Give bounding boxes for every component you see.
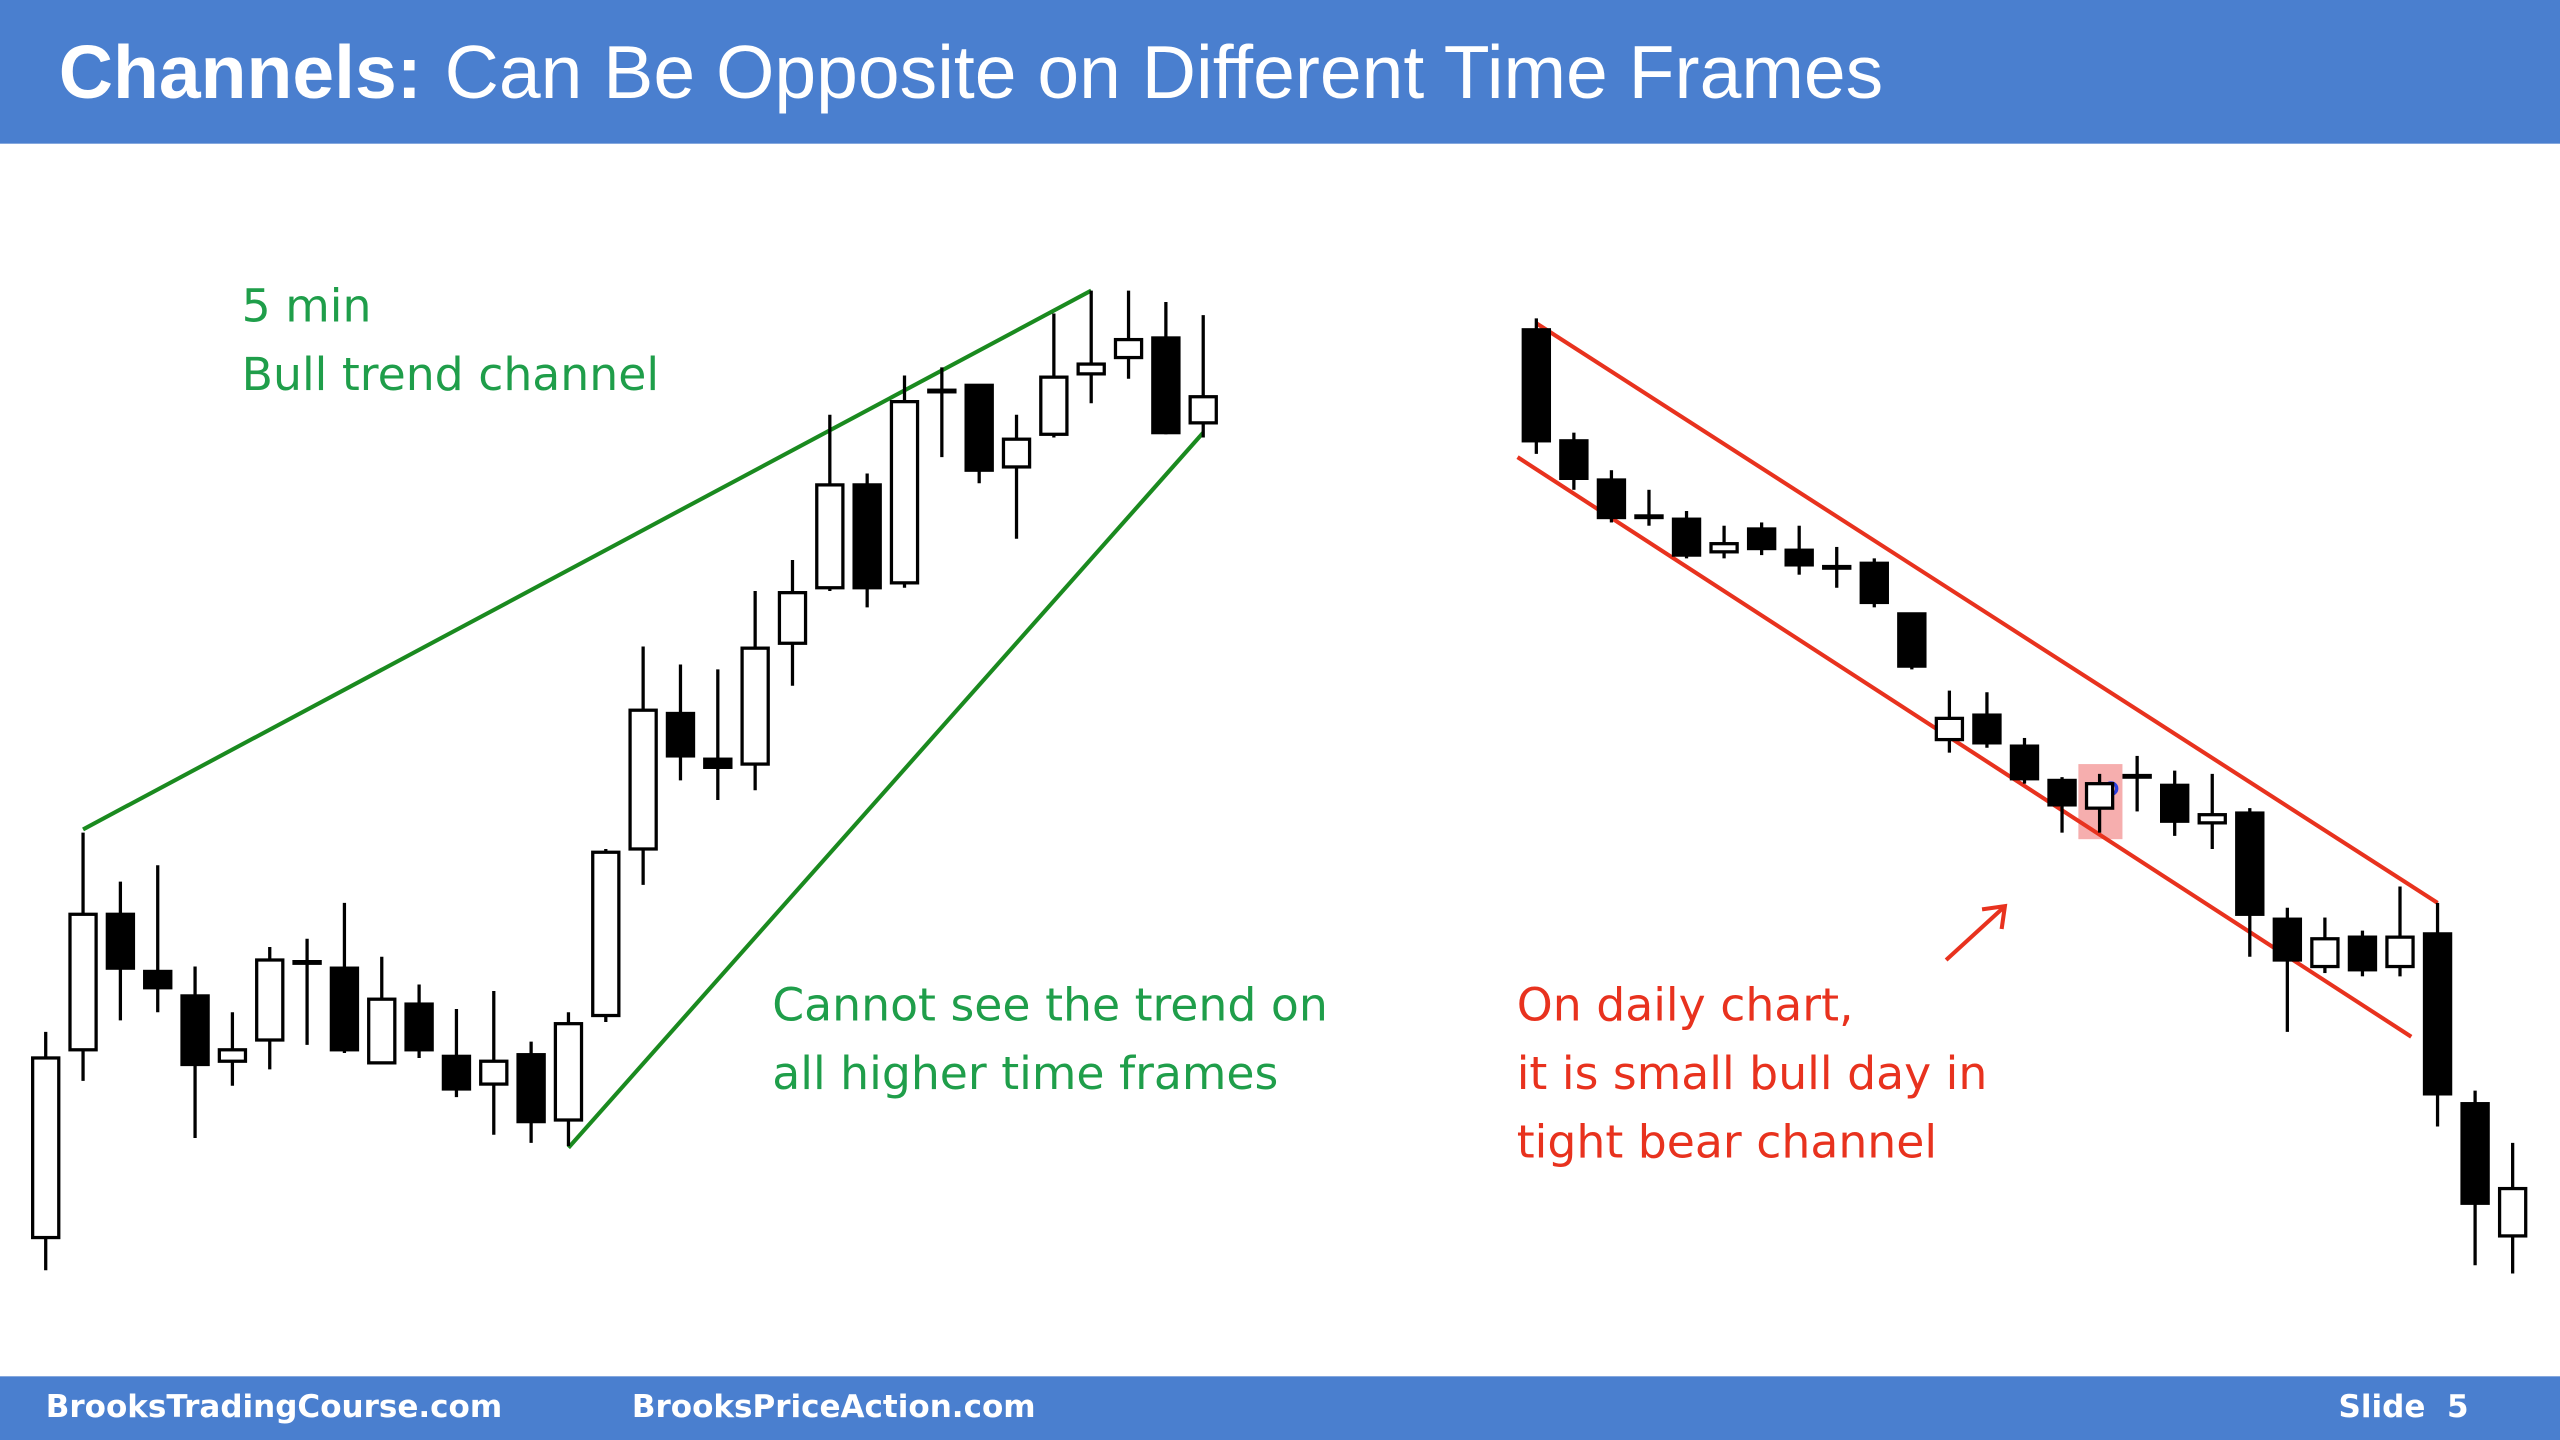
candle-body bbox=[927, 388, 957, 394]
candle-body bbox=[964, 383, 994, 472]
title-bold: Channels: bbox=[59, 30, 422, 114]
candle-body bbox=[1113, 337, 1144, 360]
candle-body bbox=[1859, 561, 1889, 605]
candle-body bbox=[2460, 1102, 2490, 1205]
candle-body bbox=[777, 591, 808, 645]
candle-body bbox=[2347, 935, 2378, 972]
channel-line bbox=[82, 288, 1093, 832]
candle-body bbox=[143, 969, 173, 990]
candle-body bbox=[889, 400, 920, 585]
footer-left: BrooksTradingCourse.com bbox=[46, 1389, 502, 1425]
candle-body bbox=[553, 1022, 584, 1122]
candle-body bbox=[1709, 542, 1739, 554]
annotation: it is small bull day in bbox=[1517, 1047, 1988, 1100]
annotation: tight bear channel bbox=[1517, 1116, 1937, 1169]
channel-line bbox=[566, 431, 1205, 1150]
candle-body bbox=[2385, 935, 2415, 969]
annotation: On daily chart, bbox=[1517, 978, 1854, 1031]
title: Channels: Can Be Opposite on Different Ti… bbox=[59, 30, 1883, 114]
candle-body bbox=[2122, 773, 2152, 779]
arrow-head bbox=[1981, 903, 2008, 930]
candle-body bbox=[2047, 778, 2077, 807]
candle-body bbox=[1934, 716, 1965, 742]
candle-body bbox=[404, 1002, 434, 1052]
footer-center: BrooksPriceAction.com bbox=[632, 1389, 1036, 1425]
candle-body bbox=[292, 960, 322, 965]
annotation: 5 min bbox=[242, 280, 372, 333]
candle-body bbox=[591, 850, 621, 1018]
candle-body bbox=[1151, 336, 1181, 435]
candle-body bbox=[2084, 782, 2115, 810]
annotation: Cannot see the trend on bbox=[772, 978, 1328, 1031]
candle-body bbox=[516, 1053, 546, 1124]
candle-body bbox=[1671, 517, 1702, 557]
candle-body bbox=[68, 912, 98, 1052]
candle-body bbox=[740, 646, 770, 766]
candle-body bbox=[2310, 937, 2340, 969]
candle-body bbox=[1596, 478, 1627, 520]
candle-body bbox=[2422, 932, 2453, 1096]
candle-body bbox=[2272, 917, 2303, 962]
candle-body bbox=[1784, 548, 1814, 567]
candle-body bbox=[479, 1059, 509, 1086]
candle-body bbox=[852, 483, 882, 590]
candle-body bbox=[1746, 527, 1777, 551]
candle-body bbox=[1822, 564, 1852, 570]
header-bar bbox=[0, 0, 2560, 144]
candle-body bbox=[1897, 612, 1927, 668]
candle-body bbox=[1521, 328, 1552, 443]
channel-line bbox=[1516, 455, 2413, 1039]
annotation: Bull trend channel bbox=[242, 348, 659, 401]
candle-body bbox=[665, 711, 696, 758]
footer-right: Slide 5 bbox=[2339, 1389, 2469, 1425]
candle-body bbox=[217, 1048, 248, 1063]
candle-body bbox=[180, 994, 210, 1067]
charts bbox=[31, 288, 2528, 1274]
candle-body bbox=[2009, 744, 2040, 781]
candle-body bbox=[255, 958, 285, 1042]
footer-bar bbox=[0, 1376, 2560, 1440]
candle-body bbox=[1559, 439, 1589, 481]
candle-body bbox=[1188, 395, 1218, 425]
candle-body bbox=[815, 483, 845, 590]
candle-body bbox=[2197, 813, 2227, 825]
candle-body bbox=[31, 1056, 61, 1240]
candle-body bbox=[441, 1054, 472, 1091]
annotation: all higher time frames bbox=[772, 1047, 1278, 1100]
title-rest: Can Be Opposite on Different Time Frames bbox=[445, 30, 1884, 114]
candle-body bbox=[2160, 783, 2190, 823]
candle-body bbox=[1634, 514, 1664, 520]
candle-body bbox=[1972, 713, 2002, 745]
candle-body bbox=[703, 757, 733, 769]
candle-body bbox=[1001, 437, 1032, 469]
candle-body bbox=[2497, 1186, 2528, 1238]
channel-line bbox=[1535, 321, 2439, 905]
candle-body bbox=[105, 912, 136, 970]
candle-body bbox=[1039, 375, 1069, 436]
candle-body bbox=[628, 708, 658, 851]
candle-body bbox=[1076, 362, 1106, 376]
candle-body bbox=[329, 966, 360, 1052]
candle-body bbox=[2235, 811, 2265, 916]
arrow bbox=[1944, 906, 2005, 962]
candle-body bbox=[367, 997, 397, 1065]
